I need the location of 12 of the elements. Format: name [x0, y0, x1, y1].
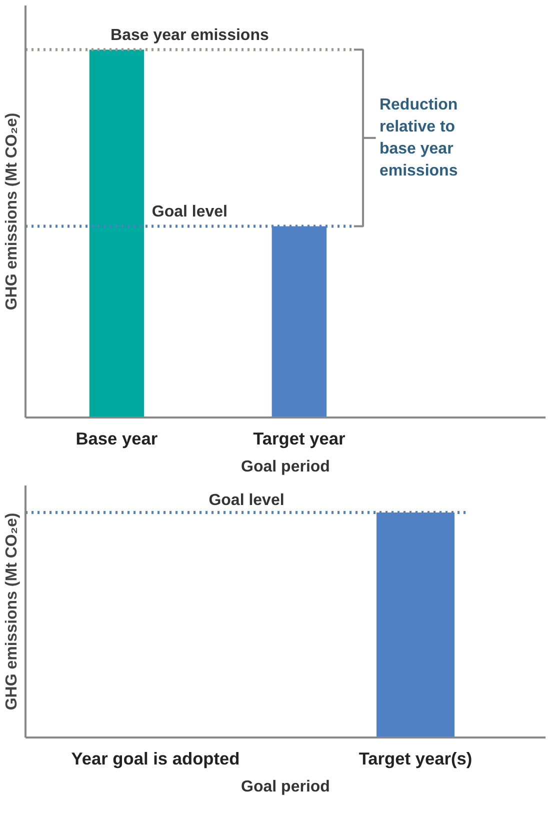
x-tick-label: Target year(s)	[358, 748, 472, 768]
text: Goal period	[241, 458, 330, 476]
ref-line-label: Goal level	[152, 204, 228, 221]
text: Reduction relative to base year emissions	[379, 96, 458, 180]
ref-line-label: Goal level	[208, 492, 284, 510]
text: Goal period	[241, 778, 330, 796]
y-axis-title: GHG emissions (Mt CO₂e)	[4, 112, 20, 310]
x-tick-label: Base year	[76, 428, 158, 448]
y-axis-title: GHG emissions (Mt CO₂e)	[4, 512, 20, 710]
x-tick-label: Year goal is adopted	[71, 748, 240, 768]
ref-line-label: Base year emissions	[110, 27, 269, 44]
x-tick-label: Target year	[253, 428, 346, 448]
